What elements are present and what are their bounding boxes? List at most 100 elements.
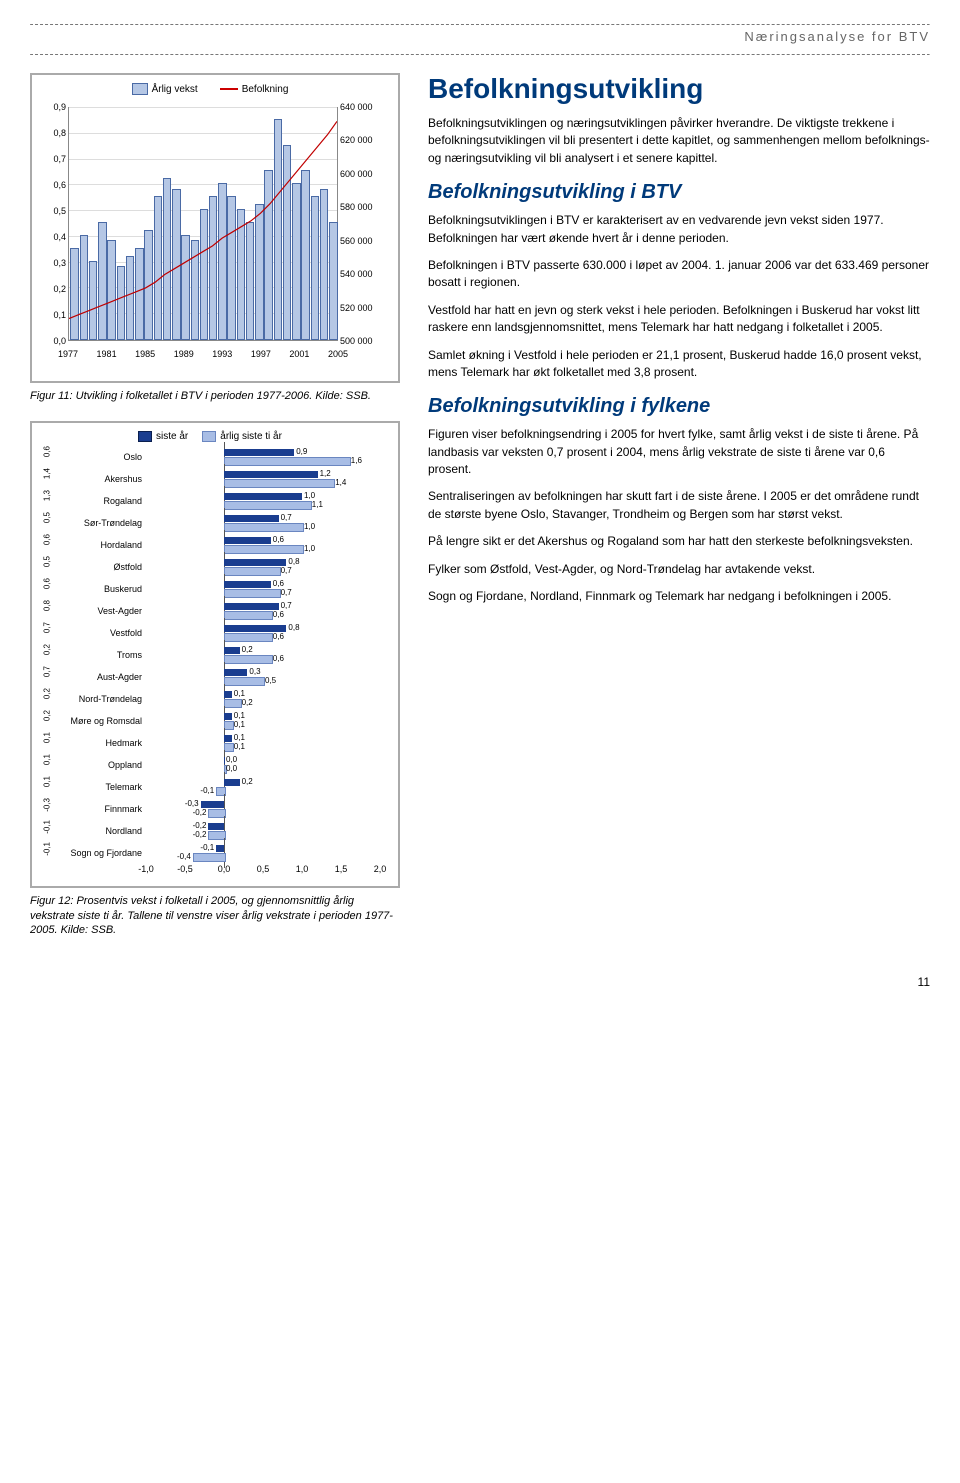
para-4: Vestfold har hatt en jevn og sterk vekst… [428,302,930,337]
row-category: Østfold [54,562,146,572]
row-period-value: -0,1 [40,820,54,842]
row-category: Troms [54,650,146,660]
hbar-value: 0,1 [234,711,245,720]
legend-line-swatch [220,88,238,90]
x-tick: 1993 [212,349,232,359]
legend-b-label: årlig siste ti år [220,431,282,442]
figure-11-caption: Figur 11: Utvikling i folketallet i BTV … [30,389,400,403]
hbar-legend: siste år årlig siste ti år [40,431,380,442]
subheading-fylkene: Befolkningsutvikling i fylkene [428,395,930,418]
legend-line-label: Befolkning [242,84,289,95]
row-period-value: 0,7 [40,666,54,688]
row-category: Sogn og Fjordane [54,848,146,858]
hbar-value: 0,9 [296,447,307,456]
y-left-tick: 0,8 [40,128,66,138]
row-category: Hordaland [54,540,146,550]
hbar-value: 0,1 [234,733,245,742]
hbar-row: Sogn og Fjordane-0,1-0,4 [54,842,380,864]
row-category: Sør-Trøndelag [54,518,146,528]
hbar-x-tick: 0,0 [218,864,231,874]
hbar-b [224,479,335,488]
hbar-value: 0,1 [234,742,245,751]
row-period-value: 0,5 [40,512,54,534]
legend-a-swatch [138,431,152,442]
row-category: Buskerud [54,584,146,594]
para-10: Sogn og Fjordane, Nordland, Finnmark og … [428,588,930,605]
hbar-value: -0,1 [200,843,214,852]
hbar-value: 0,6 [273,610,284,619]
para-9: Fylker som Østfold, Vest-Agder, og Nord-… [428,561,930,578]
hbar-x-tick: 1,0 [296,864,309,874]
hbar-a [224,647,240,654]
row-category: Oppland [54,760,146,770]
y-right-tick: 560 000 [340,236,380,246]
row-period-value: 0,6 [40,446,54,468]
hbar-value: 0,7 [281,513,292,522]
y-right-tick: 500 000 [340,336,380,346]
hbar-b [224,589,281,598]
hbar-a [224,581,271,588]
hbar-value: 1,0 [304,544,315,553]
hbar-row: Rogaland1,01,1 [54,490,380,512]
row-period-value: 0,1 [40,776,54,798]
hbar-value: 1,2 [320,469,331,478]
hbar-value: 0,8 [288,557,299,566]
hbar-value: 0,6 [273,579,284,588]
y-right-tick: 620 000 [340,135,380,145]
row-category: Telemark [54,782,146,792]
combo-plot-area [68,107,338,341]
hbar-row: Nordland -0,2-0,2 [54,820,380,842]
hbar-b [224,721,234,730]
combo-legend: Årlig vekst Befolkning [40,83,380,95]
hbar-x-tick: 0,5 [257,864,270,874]
row-category: Aust-Agder [54,672,146,682]
hbar-a [224,603,279,610]
row-period-value: -0,1 [40,842,54,864]
left-column: Årlig vekst Befolkning 0,0 0,1 0,2 0,3 0,4 0,… [30,73,400,955]
hbar-a [224,559,286,566]
hbar-x-tick: 1,5 [335,864,348,874]
hbar-value: -0,3 [185,799,199,808]
hbar-a [224,537,271,544]
x-tick: 1985 [135,349,155,359]
y-left-tick: 0,6 [40,180,66,190]
para-5: Samlet økning i Vestfold i hele perioden… [428,347,930,382]
para-2: Befolkningsutviklingen i BTV er karakter… [428,212,930,247]
y-left-tick: 0,9 [40,102,66,112]
hbar-a [224,471,318,478]
y-left-tick: 0,0 [40,336,66,346]
row-category: Oslo [54,452,146,462]
row-period-value: 1,4 [40,468,54,490]
hbar-row: Oppland0,00,0 [54,754,380,776]
y-right-tick: 540 000 [340,269,380,279]
hbar-value: 0,6 [273,654,284,663]
y-left-tick: 0,3 [40,258,66,268]
hbar-value: 0,2 [242,645,253,654]
row-category: Finnmark [54,804,146,814]
hbar-b [224,567,281,576]
hbar-value: 0,0 [226,755,237,764]
hbar-value: -0,2 [193,821,207,830]
hbar-value: 0,2 [242,698,253,707]
row-category: Nordland [54,826,146,836]
hbar-a [224,713,232,720]
hbar-b [224,501,312,510]
hbar-a [224,735,232,742]
para-6: Figuren viser befolkningsendring i 2005 … [428,426,930,478]
row-period-value: 1,3 [40,490,54,512]
hbar-row: Nord-Trøndelag0,10,2 [54,688,380,710]
legend-b-swatch [202,431,216,442]
hbar-value: 0,2 [242,777,253,786]
hbar-value: -0,2 [193,830,207,839]
x-tick: 1977 [58,349,78,359]
hbar-b [193,853,226,862]
hbar-b [224,457,351,466]
hbar-row: Aust-Agder0,30,5 [54,666,380,688]
hbar-row: Vestfold0,80,6 [54,622,380,644]
row-period-value: -0,3 [40,798,54,820]
legend-a-label: siste år [156,431,188,442]
combo-chart: Årlig vekst Befolkning 0,00,10,20,30,40,… [40,83,380,373]
hbar-x-tick: -1,0 [138,864,154,874]
hbar-row: Telemark0,2-0,1 [54,776,380,798]
y-left-tick: 0,4 [40,232,66,242]
